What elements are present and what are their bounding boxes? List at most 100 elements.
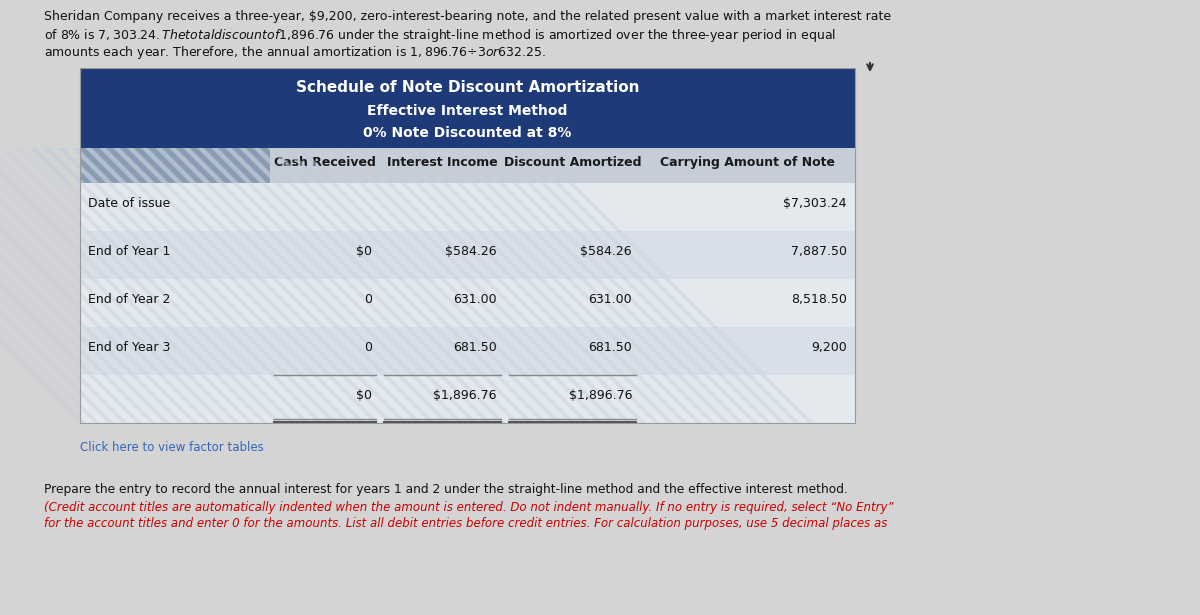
Polygon shape bbox=[478, 148, 758, 423]
Text: End of Year 1: End of Year 1 bbox=[88, 245, 170, 258]
Polygon shape bbox=[0, 148, 156, 423]
Bar bbox=[80, 279, 270, 327]
Bar bbox=[80, 375, 270, 423]
Polygon shape bbox=[100, 148, 142, 183]
Text: Discount Amortized: Discount Amortized bbox=[504, 156, 641, 169]
Polygon shape bbox=[169, 148, 450, 423]
Polygon shape bbox=[197, 148, 478, 423]
Text: Interest Income: Interest Income bbox=[388, 156, 498, 169]
Text: (Credit account titles are automatically indented when the amount is entered. Do: (Credit account titles are automatically… bbox=[44, 501, 894, 514]
Bar bbox=[80, 148, 854, 183]
Polygon shape bbox=[310, 148, 590, 423]
Text: $584.26: $584.26 bbox=[581, 245, 632, 258]
Polygon shape bbox=[266, 148, 548, 423]
Polygon shape bbox=[29, 148, 310, 423]
Polygon shape bbox=[0, 148, 142, 423]
Polygon shape bbox=[0, 148, 86, 423]
Text: 0: 0 bbox=[364, 293, 372, 306]
Text: $0: $0 bbox=[356, 245, 372, 258]
Text: Date of issue: Date of issue bbox=[88, 197, 170, 210]
Text: 681.50: 681.50 bbox=[454, 341, 497, 354]
Polygon shape bbox=[421, 148, 702, 423]
Polygon shape bbox=[505, 148, 786, 423]
Polygon shape bbox=[449, 148, 730, 423]
Text: Sheridan Company receives a three-year, $9,200, zero-interest-bearing note, and : Sheridan Company receives a three-year, … bbox=[44, 10, 892, 23]
Polygon shape bbox=[0, 148, 226, 423]
Text: 0% Note Discounted at 8%: 0% Note Discounted at 8% bbox=[364, 126, 571, 140]
Text: End of Year 2: End of Year 2 bbox=[88, 293, 170, 306]
Bar bbox=[80, 148, 270, 183]
Polygon shape bbox=[296, 148, 337, 183]
Polygon shape bbox=[211, 148, 492, 423]
Polygon shape bbox=[44, 148, 85, 183]
Polygon shape bbox=[114, 148, 155, 183]
Polygon shape bbox=[98, 148, 380, 423]
Polygon shape bbox=[127, 148, 408, 423]
Polygon shape bbox=[14, 148, 296, 423]
Polygon shape bbox=[30, 148, 71, 183]
Text: Click here to view factor tables: Click here to view factor tables bbox=[80, 441, 264, 454]
Polygon shape bbox=[323, 148, 604, 423]
Text: for the account titles and enter 0 for the amounts. List all debit entries befor: for the account titles and enter 0 for t… bbox=[44, 517, 887, 530]
Polygon shape bbox=[268, 148, 310, 183]
Text: 9,200: 9,200 bbox=[811, 341, 847, 354]
Polygon shape bbox=[71, 148, 352, 423]
Text: Schedule of Note Discount Amortization: Schedule of Note Discount Amortization bbox=[295, 80, 640, 95]
Text: of 8% is $7,303.24. The total discount of $1,896.76 under the straight-line meth: of 8% is $7,303.24. The total discount o… bbox=[44, 27, 836, 44]
Polygon shape bbox=[0, 148, 254, 423]
Polygon shape bbox=[379, 148, 660, 423]
Polygon shape bbox=[170, 148, 211, 183]
Text: Cash Received: Cash Received bbox=[274, 156, 376, 169]
Polygon shape bbox=[58, 148, 338, 423]
Text: 631.00: 631.00 bbox=[588, 293, 632, 306]
Bar bbox=[80, 231, 854, 279]
Polygon shape bbox=[155, 148, 436, 423]
Polygon shape bbox=[254, 148, 295, 183]
Polygon shape bbox=[253, 148, 534, 423]
Polygon shape bbox=[226, 148, 266, 183]
Bar bbox=[80, 68, 854, 423]
Polygon shape bbox=[182, 148, 464, 423]
Polygon shape bbox=[491, 148, 772, 423]
Polygon shape bbox=[0, 148, 198, 423]
Text: Prepare the entry to record the annual interest for years 1 and 2 under the stra: Prepare the entry to record the annual i… bbox=[44, 483, 848, 496]
Polygon shape bbox=[533, 148, 814, 423]
Text: $584.26: $584.26 bbox=[445, 245, 497, 258]
Polygon shape bbox=[0, 148, 114, 423]
Polygon shape bbox=[0, 148, 170, 423]
Text: 8,518.50: 8,518.50 bbox=[791, 293, 847, 306]
Polygon shape bbox=[365, 148, 646, 423]
Polygon shape bbox=[1, 148, 282, 423]
Text: 681.50: 681.50 bbox=[588, 341, 632, 354]
Polygon shape bbox=[282, 148, 323, 183]
Polygon shape bbox=[113, 148, 394, 423]
Polygon shape bbox=[240, 148, 281, 183]
Polygon shape bbox=[184, 148, 226, 183]
Polygon shape bbox=[394, 148, 674, 423]
Bar bbox=[80, 68, 854, 148]
Polygon shape bbox=[86, 148, 127, 183]
Text: 7,887.50: 7,887.50 bbox=[791, 245, 847, 258]
Polygon shape bbox=[72, 148, 113, 183]
Polygon shape bbox=[226, 148, 506, 423]
Bar bbox=[80, 183, 270, 231]
Polygon shape bbox=[142, 148, 422, 423]
Polygon shape bbox=[337, 148, 618, 423]
Bar bbox=[80, 327, 854, 375]
Polygon shape bbox=[156, 148, 197, 183]
Polygon shape bbox=[0, 148, 212, 423]
Text: Effective Interest Method: Effective Interest Method bbox=[367, 104, 568, 118]
Text: End of Year 3: End of Year 3 bbox=[88, 341, 170, 354]
Polygon shape bbox=[128, 148, 169, 183]
Text: 0: 0 bbox=[364, 341, 372, 354]
Polygon shape bbox=[281, 148, 562, 423]
Bar bbox=[80, 327, 270, 375]
Bar bbox=[80, 375, 854, 423]
Polygon shape bbox=[0, 148, 240, 423]
Polygon shape bbox=[58, 148, 98, 183]
Text: $1,896.76: $1,896.76 bbox=[433, 389, 497, 402]
Bar bbox=[80, 231, 270, 279]
Text: amounts each year. Therefore, the annual amortization is $1,896.76 ÷ 3 or $632.2: amounts each year. Therefore, the annual… bbox=[44, 44, 546, 61]
Text: $7,303.24: $7,303.24 bbox=[784, 197, 847, 210]
Text: 631.00: 631.00 bbox=[454, 293, 497, 306]
